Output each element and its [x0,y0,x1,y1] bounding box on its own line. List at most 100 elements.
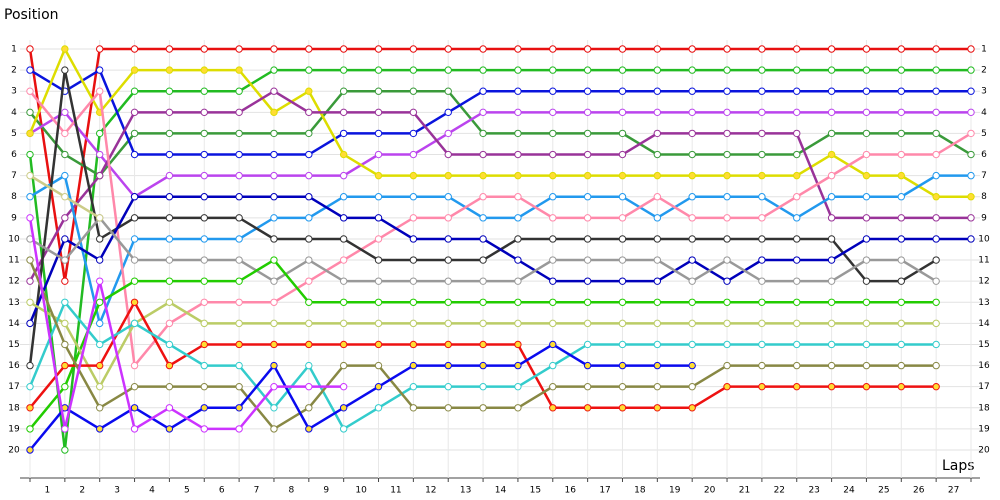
position-marker [862,319,871,328]
position-marker [479,171,487,180]
position-marker [688,214,696,222]
y-tick-label-right: 12 [978,277,989,287]
position-marker [653,298,662,306]
position-marker [758,66,766,74]
position-marker [932,171,940,180]
position-marker [549,340,557,349]
position-marker [339,214,348,222]
position-marker [96,277,104,285]
x-tick-label: 24 [843,486,855,496]
position-marker [235,319,243,328]
y-tick-label-right: 8 [981,192,987,202]
position-marker [165,382,174,391]
position-marker [862,235,871,243]
position-marker [26,361,34,370]
position-marker [26,66,34,74]
position-marker [583,319,592,328]
y-tick-label-right: 17 [978,382,989,392]
position-marker [758,150,766,159]
series-line [29,110,971,199]
position-marker [270,235,278,243]
y-tick-label-right: 7 [981,171,987,181]
position-marker [61,193,69,201]
position-marker [583,298,592,306]
position-marker [409,87,418,95]
x-tick-label: 18 [634,486,646,496]
position-marker [374,193,383,201]
x-tick-label: 16 [564,486,576,496]
position-marker [862,277,871,285]
position-marker [479,404,487,412]
position-marker [653,171,662,180]
position-marker [26,404,34,412]
position-marker [26,277,34,285]
position-marker [444,361,452,370]
y-tick-label: 13 [8,298,19,308]
position-marker [374,150,383,159]
position-marker [96,235,104,243]
position-marker [270,404,278,412]
position-marker [96,256,104,264]
position-marker [549,193,557,201]
position-marker [235,256,243,264]
position-marker [305,319,313,328]
position-marker [862,298,871,306]
position-marker [130,150,139,159]
y-tick-label: 7 [11,171,17,181]
position-marker [862,193,871,201]
position-marker [235,404,243,412]
position-marker [200,235,208,243]
series-line [28,89,971,282]
position-marker [305,87,313,95]
position-marker [758,108,766,117]
position-marker [932,193,940,201]
position-marker [862,87,871,95]
position-marker [514,129,522,138]
y-tick-label: 17 [8,382,19,392]
position-marker [26,446,34,454]
position-marker [200,214,208,222]
x-tick-label: 10 [355,486,367,496]
position-marker [583,66,592,74]
position-marker [793,319,801,328]
position-marker [26,129,34,138]
position-marker [479,45,487,53]
position-marker [653,340,662,349]
position-marker [165,129,174,138]
x-tick-label: 23 [808,486,819,496]
position-marker [235,298,243,306]
position-marker [583,108,592,117]
position-marker [26,256,34,264]
position-marker [758,382,766,391]
position-marker [444,298,452,306]
position-marker [409,319,418,328]
position-marker [897,319,905,328]
position-marker [618,129,627,138]
position-marker [688,319,696,328]
position-marker [932,298,940,306]
series-line [29,173,971,328]
position-marker [130,45,139,53]
x-tick-label: 7 [254,486,260,496]
position-marker [130,404,139,412]
position-marker [618,214,627,222]
position-marker [200,193,208,201]
position-marker [165,298,174,306]
x-tick-label: 13 [460,486,471,496]
position-marker [932,150,940,159]
position-marker [758,214,766,222]
position-marker [514,171,522,180]
position-marker [897,382,905,391]
position-marker [165,425,174,433]
position-marker [235,235,243,243]
position-marker [827,66,836,74]
x-tick-label: 11 [390,486,401,496]
position-marker [758,340,766,349]
position-marker [793,150,801,159]
position-marker [758,319,766,328]
position-marker [479,214,487,222]
position-marker [235,87,243,95]
y-tick-label-right: 19 [978,424,990,434]
position-marker [339,382,348,391]
position-marker [514,214,522,222]
